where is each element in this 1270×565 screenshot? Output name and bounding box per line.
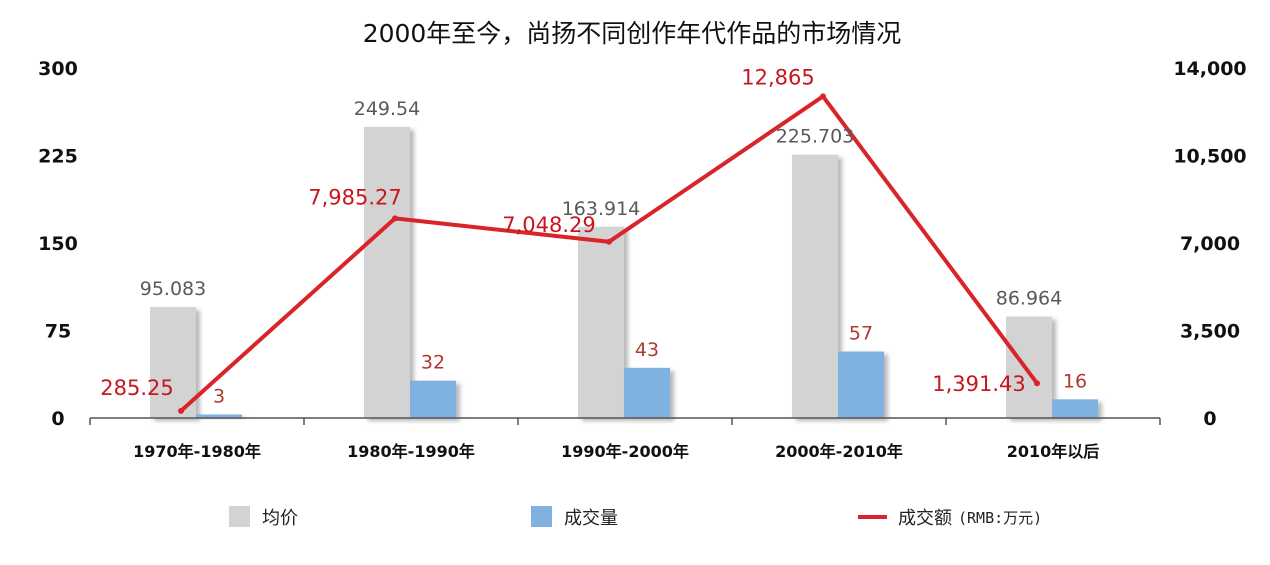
right-axis-tick-label: 7,000 <box>1180 233 1240 255</box>
avg-price-label: 163.914 <box>562 198 641 220</box>
amount-point <box>820 93 826 100</box>
left-axis-tick-label: 150 <box>38 233 78 255</box>
x-axis-tick-label: 2000年-2010年 <box>775 442 903 461</box>
volume-label: 32 <box>421 352 445 374</box>
volume-bar <box>838 351 884 418</box>
right-axis-tick-label: 14,000 <box>1173 58 1246 80</box>
avg-price-label: 249.54 <box>354 98 420 120</box>
amount-point <box>392 215 398 222</box>
right-axis-tick-label: 10,500 <box>1173 146 1246 168</box>
right-axis-tick-label: 3,500 <box>1180 321 1240 343</box>
amount-label: 1,391.43 <box>932 372 1026 396</box>
right-axis-tick-label: 0 <box>1203 408 1216 430</box>
x-axis-tick-label: 2010年以后 <box>1007 442 1100 461</box>
volume-bar <box>624 367 670 418</box>
volume-bar <box>410 380 456 418</box>
amount-point <box>178 407 184 414</box>
x-axis: 1970年-1980年 1980年-1990年 1990年-2000年 2000年-2… <box>89 418 1161 461</box>
avg-price-label: 95.083 <box>140 278 206 300</box>
volume-label: 57 <box>849 323 873 345</box>
volume-series <box>196 351 1098 418</box>
x-axis-tick-label: 1980年-1990年 <box>347 442 475 461</box>
x-axis-tick-label: 1990年-2000年 <box>561 442 689 461</box>
amount-label: 285.25 <box>100 376 173 400</box>
legend-avg-price-swatch <box>229 506 250 527</box>
avg-price-label: 225.703 <box>776 126 855 148</box>
amount-series <box>178 93 1040 414</box>
avg-price-bar <box>578 226 624 418</box>
legend-amount-label: 成交额 <box>898 508 952 529</box>
legend-volume-swatch <box>531 506 552 527</box>
legend-volume-label: 成交量 <box>564 508 618 529</box>
left-axis-tick-label: 75 <box>45 321 71 343</box>
chart-title: 2000年至今，尚扬不同创作年代作品的市场情况 <box>363 19 902 48</box>
avg-price-series <box>150 126 1052 419</box>
avg-price-bar <box>1006 316 1052 418</box>
avg-price-bar <box>150 307 196 418</box>
volume-bar <box>196 414 242 418</box>
legend-amount-unit: (RMB:万元) <box>958 509 1042 527</box>
avg-price-bar <box>364 126 410 419</box>
left-axis-tick-label: 0 <box>51 408 64 430</box>
left-axis-tick-label: 225 <box>38 146 78 168</box>
data-labels: 95.083 3 249.54 32 163.914 43 225.703 57 86.964 1… <box>100 65 1087 407</box>
amount-point <box>1034 380 1040 387</box>
volume-label: 16 <box>1063 370 1087 392</box>
amount-point <box>606 238 612 245</box>
volume-label: 43 <box>635 339 659 361</box>
legend-avg-price-label: 均价 <box>262 508 298 529</box>
left-axis: 0 75 150 225 300 <box>38 58 78 430</box>
legend: 均价 成交量 成交额 (RMB:万元) <box>229 506 1042 529</box>
amount-label: 7,048.29 <box>502 213 596 237</box>
amount-label: 12,865 <box>741 65 814 89</box>
amount-label: 7,985.27 <box>308 185 402 209</box>
right-axis: 0 3,500 7,000 10,500 14,000 <box>1173 58 1246 430</box>
volume-label: 3 <box>213 386 225 408</box>
left-axis-tick-label: 300 <box>38 58 78 80</box>
avg-price-label: 86.964 <box>996 288 1062 310</box>
avg-price-bar <box>792 154 838 418</box>
volume-bar <box>1052 399 1098 418</box>
x-axis-tick-label: 1970年-1980年 <box>133 442 261 461</box>
